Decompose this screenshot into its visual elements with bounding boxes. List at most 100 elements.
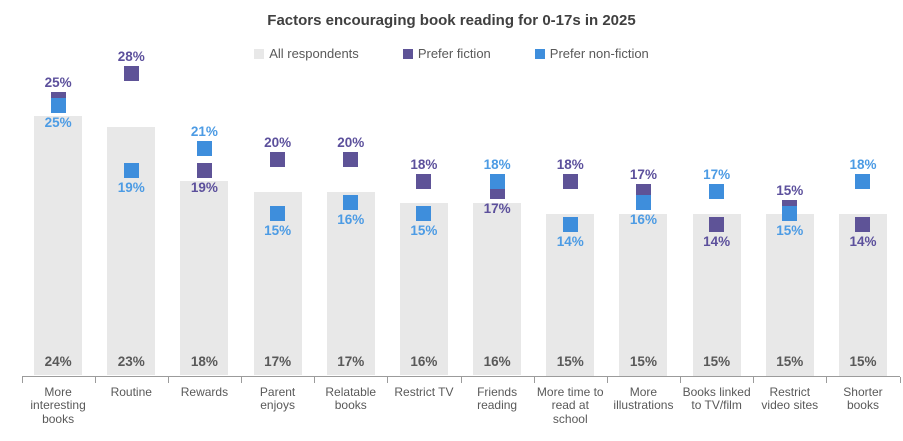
bar [619, 213, 668, 376]
category-label: Shorter books [843, 384, 883, 412]
fiction-value-label: 20% [337, 135, 365, 150]
nonfiction-value-label: 19% [117, 179, 145, 195]
fiction-value-label: 14% [849, 233, 877, 249]
fiction-value-label: 17% [629, 167, 657, 183]
legend-label: Prefer fiction [417, 46, 491, 61]
axis-tick [387, 376, 389, 383]
axis-tick [606, 376, 608, 383]
fiction-value-label: 14% [703, 233, 731, 249]
fiction-value-label: 15% [776, 183, 804, 198]
category-label: Restrict video sites [761, 384, 819, 412]
category-label: More interesting books [30, 384, 86, 426]
axis-tick [460, 376, 462, 383]
nonfiction-marker [489, 173, 505, 189]
nonfiction-value-label: 18% [849, 156, 877, 172]
legend-item: All respondents [254, 46, 359, 61]
bar [326, 191, 375, 376]
nonfiction-value-label: 21% [190, 124, 218, 140]
fiction-marker [343, 152, 359, 167]
fiction-value-label: 17% [483, 201, 511, 217]
bar [765, 213, 814, 376]
nonfiction-value-label: 15% [264, 223, 292, 238]
nonfiction-marker [635, 195, 651, 211]
fiction-marker [196, 162, 212, 178]
nonfiction-value-label: 18% [483, 156, 511, 172]
nonfiction-value-label: 15% [410, 223, 438, 238]
nonfiction-value-label: 14% [556, 233, 584, 249]
fiction-value-label: 20% [264, 135, 292, 150]
bar [34, 116, 83, 376]
bar [253, 191, 302, 376]
nonfiction-value-label: 25% [44, 115, 72, 130]
nonfiction-marker [782, 206, 798, 221]
axis-tick [167, 376, 169, 383]
bar [546, 213, 595, 376]
fiction-value-label: 28% [117, 48, 145, 64]
category-label: More time to read at school [536, 384, 604, 426]
category-label: Restrict TV [394, 384, 454, 399]
fiction-value-label: 19% [190, 179, 218, 195]
bar-value-label: 15% [849, 353, 877, 369]
bar-value-label: 17% [264, 353, 292, 369]
bar-value-label: 18% [190, 353, 218, 369]
bar-value-label: 15% [703, 353, 731, 369]
bar [692, 213, 741, 376]
nonfiction-marker [343, 195, 359, 211]
bar [838, 213, 887, 376]
bar [399, 202, 448, 376]
fiction-value-label: 25% [44, 75, 72, 90]
legend-item: Prefer fiction [402, 46, 491, 61]
bar-value-label: 24% [44, 353, 72, 369]
fiction-marker [855, 216, 871, 232]
bar [473, 202, 522, 376]
category-label: Parent enjoys [259, 384, 296, 412]
axis-tick [680, 376, 682, 383]
axis-tick [899, 376, 901, 383]
axis-tick [21, 376, 23, 383]
x-axis-line [21, 375, 900, 377]
nonfiction-marker [270, 206, 286, 221]
bar-value-label: 17% [337, 353, 365, 369]
nonfiction-value-label: 16% [337, 212, 365, 228]
axis-tick [533, 376, 535, 383]
bar-value-label: 16% [483, 353, 511, 369]
axis-tick [826, 376, 828, 383]
nonfiction-marker [416, 206, 432, 221]
legend-label: Prefer non-fiction [549, 46, 649, 61]
category-label: Relatable books [325, 384, 377, 412]
category-label: Rewards [180, 384, 229, 399]
legend: All respondents Prefer fiction Prefer non-… [0, 46, 903, 61]
bar-value-label: 15% [556, 353, 584, 369]
nonfiction-marker [562, 216, 578, 232]
fiction-marker [123, 65, 139, 81]
fiction-marker [709, 216, 725, 232]
axis-tick [241, 376, 242, 383]
bar [180, 181, 229, 376]
nonfiction-value-label: 15% [776, 223, 804, 238]
category-label: Routine [110, 384, 152, 399]
fiction-marker [416, 173, 432, 189]
bar-value-label: 23% [117, 353, 145, 369]
axis-tick [94, 376, 96, 383]
legend-swatch-icon [534, 48, 545, 59]
nonfiction-value-label: 17% [703, 167, 731, 183]
category-label: Friends reading [477, 384, 518, 412]
legend-label: All respondents [269, 46, 359, 61]
fiction-value-label: 18% [556, 156, 584, 172]
nonfiction-marker [50, 98, 66, 113]
legend-swatch-icon [254, 48, 265, 59]
fiction-value-label: 18% [410, 156, 438, 172]
axis-tick [753, 376, 755, 383]
fiction-marker [562, 173, 578, 189]
nonfiction-value-label: 16% [629, 212, 657, 228]
nonfiction-marker [123, 162, 139, 178]
bar-value-label: 16% [410, 353, 438, 369]
nonfiction-marker [196, 141, 212, 157]
bar-value-label: 15% [776, 353, 804, 369]
category-label: More illustrations [613, 384, 674, 412]
nonfiction-marker [855, 173, 871, 189]
category-label: Books linked to TV/film [682, 384, 751, 412]
fiction-marker [270, 152, 286, 167]
bar-value-label: 15% [629, 353, 657, 369]
